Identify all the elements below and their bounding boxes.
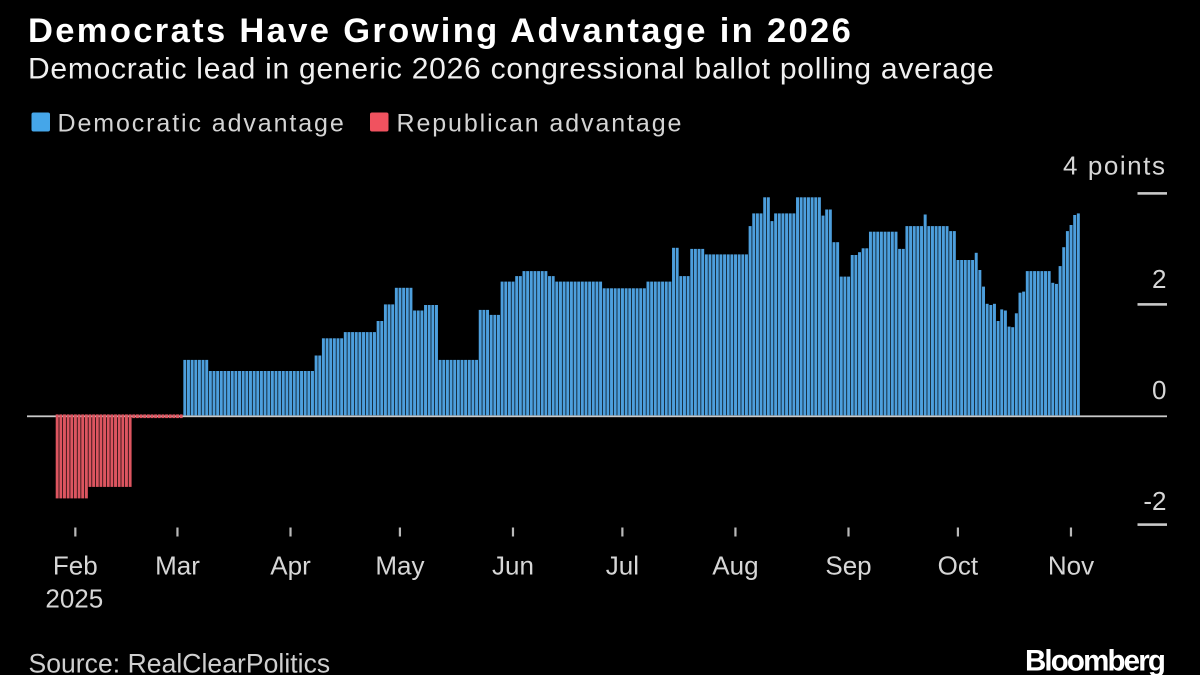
svg-text:Democrats Have Growing Advanta: Democrats Have Growing Advantage in 2026 xyxy=(28,12,853,50)
svg-text:Democratic lead in generic 202: Democratic lead in generic 2026 congress… xyxy=(28,53,995,86)
svg-text:Oct: Oct xyxy=(938,551,979,581)
svg-text:2025: 2025 xyxy=(45,584,103,614)
svg-text:Mar: Mar xyxy=(155,551,200,581)
svg-text:Nov: Nov xyxy=(1048,551,1094,581)
svg-text:Aug: Aug xyxy=(712,551,758,581)
svg-text:Jul: Jul xyxy=(606,551,639,581)
svg-text:Jun: Jun xyxy=(492,551,534,581)
svg-text:-2: -2 xyxy=(1143,486,1166,516)
svg-text:Bloomberg: Bloomberg xyxy=(1025,645,1165,675)
svg-text:Republican advantage: Republican advantage xyxy=(397,110,684,138)
svg-text:Sep: Sep xyxy=(825,551,871,581)
svg-text:2: 2 xyxy=(1152,264,1166,294)
svg-text:0: 0 xyxy=(1152,375,1166,405)
svg-text:Feb: Feb xyxy=(53,551,98,581)
svg-text:May: May xyxy=(375,551,424,581)
svg-text:Apr: Apr xyxy=(270,551,311,581)
svg-text:4 points: 4 points xyxy=(1063,150,1166,180)
svg-text:Democratic advantage: Democratic advantage xyxy=(58,110,346,138)
svg-text:Source: RealClearPolitics: Source: RealClearPolitics xyxy=(29,649,331,675)
